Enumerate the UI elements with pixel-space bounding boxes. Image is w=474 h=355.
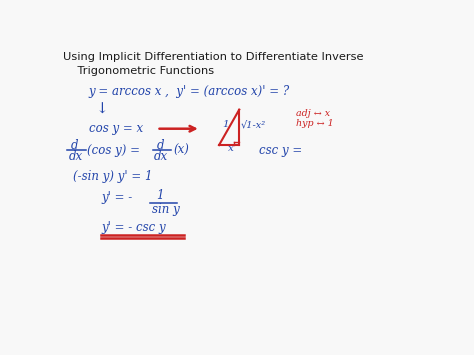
Text: csc y =: csc y = xyxy=(259,144,303,157)
Text: 1: 1 xyxy=(222,120,228,129)
Text: √1-x²: √1-x² xyxy=(240,120,265,129)
Text: y' = - csc y: y' = - csc y xyxy=(101,220,166,234)
Text: Trigonometric Functions: Trigonometric Functions xyxy=(63,66,214,76)
Text: Using Implicit Differentiation to Differentiate Inverse: Using Implicit Differentiation to Differ… xyxy=(63,52,364,62)
Text: y' = -: y' = - xyxy=(101,191,133,203)
Text: hyp ↔ 1: hyp ↔ 1 xyxy=(296,119,334,128)
Text: d: d xyxy=(71,138,79,152)
Text: (x): (x) xyxy=(173,144,189,157)
Text: dx: dx xyxy=(68,149,82,163)
Text: (-sin y) y' = 1: (-sin y) y' = 1 xyxy=(73,170,153,183)
Text: (cos y) =: (cos y) = xyxy=(87,144,140,157)
Text: d: d xyxy=(156,138,164,152)
Text: cos y = x: cos y = x xyxy=(89,122,143,135)
Text: y = arccos x ,  y' = (arccos x)' = ?: y = arccos x , y' = (arccos x)' = ? xyxy=(89,85,290,98)
Text: sin y: sin y xyxy=(152,203,180,216)
Text: 1: 1 xyxy=(156,189,164,202)
Text: adj ↔ x: adj ↔ x xyxy=(296,109,330,118)
Text: dx: dx xyxy=(154,149,168,163)
Text: ↓: ↓ xyxy=(96,103,109,116)
Text: x: x xyxy=(228,144,234,153)
